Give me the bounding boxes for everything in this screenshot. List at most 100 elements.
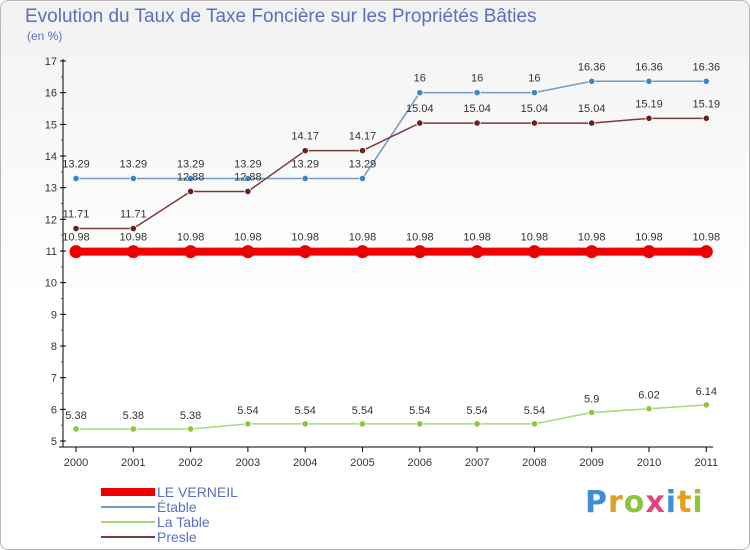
data-label-la-table: 5.54 (294, 405, 315, 417)
data-label-etable: 16 (528, 73, 540, 85)
proxiti-logo: Proxiti (585, 485, 704, 520)
data-label-le-verneil: 10.98 (635, 232, 663, 244)
y-tick-label: 9 (51, 309, 57, 321)
point-le-verneil (413, 245, 427, 259)
point-etable (645, 77, 653, 85)
point-la-table (72, 425, 80, 433)
data-label-la-table: 5.54 (524, 405, 545, 417)
series-line-la-table (76, 404, 707, 430)
chart-title: Evolution du Taux de Taxe Foncière sur l… (25, 6, 537, 27)
y-tick-label: 15 (45, 119, 57, 131)
data-label-presle: 11.71 (63, 209, 90, 221)
point-presle (129, 224, 137, 233)
point-etable (72, 174, 80, 183)
point-presle (244, 187, 252, 196)
legend-label-la-table: La Table (157, 514, 210, 530)
point-la-table (358, 420, 367, 428)
point-le-verneil (184, 245, 198, 259)
point-la-table (129, 425, 137, 433)
x-tick-label: 2004 (293, 457, 317, 469)
point-presle (301, 147, 309, 155)
x-tick-label: 2007 (465, 457, 489, 469)
series-line-etable (76, 80, 707, 180)
point-etable (358, 174, 367, 183)
y-tick-label: 10 (45, 278, 57, 290)
legend-swatch-la-table (101, 521, 155, 523)
point-presle (645, 114, 653, 122)
data-label-etable: 13.29 (177, 158, 205, 170)
x-tick-label: 2000 (64, 457, 88, 469)
data-label-le-verneil: 10.98 (349, 232, 377, 244)
point-etable (301, 174, 309, 183)
point-le-verneil (642, 245, 656, 259)
data-label-le-verneil: 10.98 (120, 232, 148, 244)
point-la-table (702, 401, 710, 409)
data-label-le-verneil: 10.98 (521, 232, 549, 244)
legend-swatch-presle (101, 536, 155, 538)
point-la-table (187, 425, 195, 433)
data-label-la-table: 5.54 (466, 405, 487, 417)
x-tick-label: 2006 (408, 457, 432, 469)
x-tick-label: 2010 (637, 457, 661, 469)
point-la-table (588, 408, 596, 417)
data-label-la-table: 5.54 (237, 405, 258, 417)
data-label-presle: 15.19 (635, 98, 663, 110)
point-etable (702, 77, 710, 85)
data-label-le-verneil: 10.98 (62, 232, 90, 244)
point-presle (358, 147, 367, 155)
point-la-table (416, 420, 424, 428)
x-tick-label: 2005 (350, 457, 374, 469)
point-etable (473, 89, 481, 97)
data-label-etable: 13.29 (62, 158, 90, 170)
data-label-etable: 16.36 (578, 61, 606, 73)
data-label-etable: 13.29 (349, 158, 377, 170)
data-label-la-table: 5.38 (123, 410, 144, 422)
legend-label-etable: Étable (157, 499, 197, 515)
data-label-la-table: 6.02 (638, 390, 659, 402)
point-presle (473, 119, 481, 127)
data-label-presle: 12.88 (177, 171, 205, 183)
x-tick-label: 2008 (522, 457, 546, 469)
data-label-la-table: 6.14 (696, 386, 717, 398)
data-label-presle: 14.17 (349, 131, 377, 143)
point-etable (588, 77, 596, 85)
data-label-presle: 12.88 (234, 171, 262, 183)
point-le-verneil (241, 245, 255, 259)
point-presle (416, 119, 424, 127)
data-label-presle: 15.04 (578, 103, 606, 115)
point-presle (530, 119, 539, 127)
x-tick-label: 2001 (121, 457, 145, 469)
data-label-etable: 16 (471, 73, 483, 85)
data-label-la-table: 5.38 (180, 410, 201, 422)
legend-swatch-le-verneil (101, 488, 155, 496)
point-la-table (244, 420, 252, 428)
y-tick-label: 16 (45, 88, 57, 100)
y-tick-label: 7 (51, 373, 57, 385)
legend-swatch-etable (101, 506, 155, 508)
data-label-le-verneil: 10.98 (463, 232, 491, 244)
y-tick-label: 12 (45, 214, 57, 226)
data-label-etable: 16 (414, 73, 426, 85)
point-presle (588, 119, 596, 127)
y-tick-label: 13 (45, 183, 57, 195)
data-label-presle: 14.17 (291, 131, 319, 143)
point-le-verneil (69, 245, 83, 259)
y-tick-label: 5 (51, 436, 57, 448)
point-le-verneil (298, 245, 312, 259)
y-tick-label: 17 (45, 56, 57, 68)
y-tick-label: 11 (46, 246, 57, 258)
data-label-la-table: 5.54 (409, 405, 430, 417)
data-label-presle: 11.71 (120, 209, 147, 221)
chart-subtitle: (en %) (27, 29, 63, 43)
point-presle (72, 224, 80, 233)
y-tick-label: 6 (51, 404, 57, 416)
x-tick-label: 2011 (694, 457, 718, 469)
point-le-verneil (699, 245, 713, 259)
data-label-etable: 13.29 (120, 158, 148, 170)
legend-label-le-verneil: LE VERNEIL (157, 484, 238, 500)
data-label-etable: 13.29 (234, 158, 262, 170)
point-presle (702, 114, 710, 122)
point-etable (416, 89, 424, 97)
y-tick-label: 8 (51, 341, 57, 353)
